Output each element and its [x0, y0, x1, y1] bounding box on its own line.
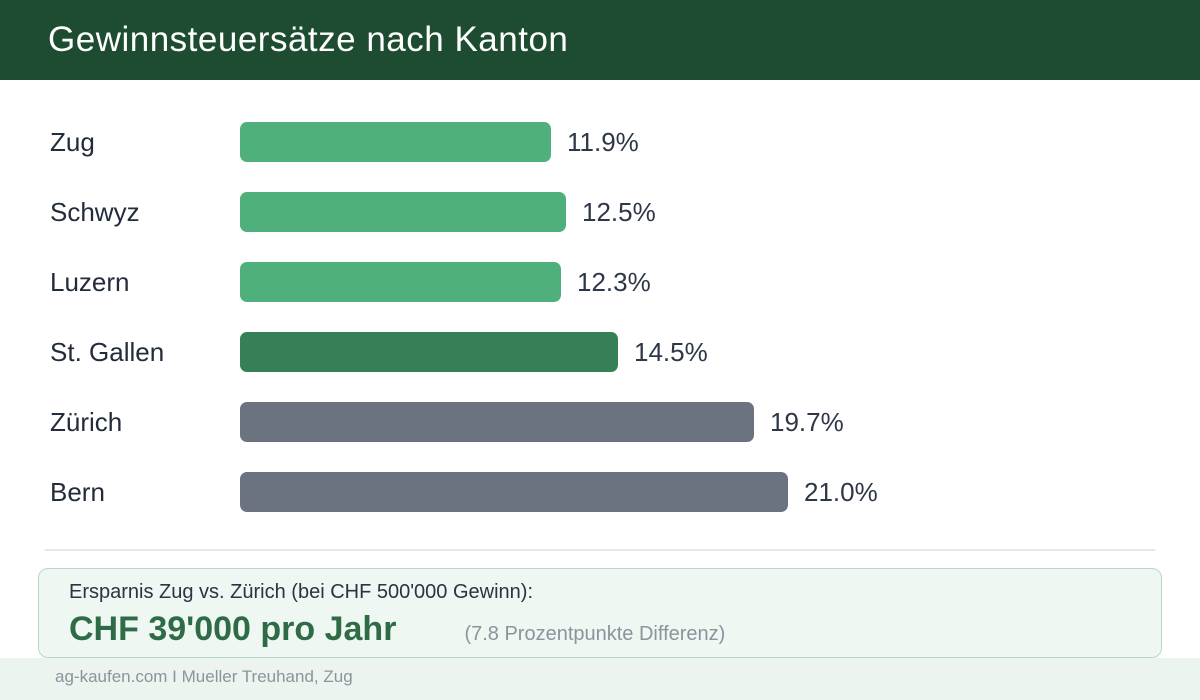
value-label: 14.5%	[634, 336, 708, 367]
chart-row: Bern 21.0%	[50, 457, 1160, 527]
page-title: Gewinnsteuersätze nach Kanton	[48, 20, 569, 59]
chart-row: St. Gallen 14.5%	[50, 317, 1160, 387]
savings-description: Ersparnis Zug vs. Zürich (bei CHF 500'00…	[69, 581, 533, 603]
category-label: Zürich	[50, 406, 123, 437]
footer-attribution: ag-kaufen.com I Mueller Treuhand, Zug	[55, 667, 353, 686]
category-label: St. Gallen	[50, 336, 165, 367]
savings-callout-box: Ersparnis Zug vs. Zürich (bei CHF 500'00…	[38, 568, 1162, 658]
bar-zug	[240, 122, 551, 162]
bar-luzern	[240, 262, 561, 302]
value-label: 11.9%	[567, 126, 639, 157]
category-label: Zug	[50, 126, 95, 157]
bar-chart: Zug 11.9% Schwyz 12.5% Luzern 12.3% St. Gallen…	[50, 107, 1160, 527]
savings-amount: CHF 39'000 pro Jahr	[69, 610, 397, 648]
category-label: Schwyz	[50, 196, 140, 227]
bar-st-gallen	[240, 332, 618, 372]
value-label: 21.0%	[804, 476, 878, 507]
chart-row: Schwyz 12.5%	[50, 177, 1160, 247]
category-label: Bern	[50, 476, 105, 507]
chart-row: Luzern 12.3%	[50, 247, 1160, 317]
bar-schwyz	[240, 192, 566, 232]
chart-row: Zürich 19.7%	[50, 387, 1160, 457]
divider-line	[45, 549, 1155, 551]
value-label: 12.3%	[577, 266, 651, 297]
category-label: Luzern	[50, 266, 130, 297]
savings-amount-row: CHF 39'000 pro Jahr (7.8 Prozentpunkte D…	[69, 610, 1133, 649]
savings-difference-note: (7.8 Prozentpunkte Differenz)	[464, 623, 726, 645]
footer-strip: ag-kaufen.com I Mueller Treuhand, Zug	[0, 658, 1200, 700]
bar-z-rich	[240, 402, 754, 442]
chart-row: Zug 11.9%	[50, 107, 1160, 177]
header-banner: Gewinnsteuersätze nach Kanton	[0, 0, 1200, 80]
value-label: 19.7%	[770, 406, 844, 437]
bar-bern	[240, 472, 788, 512]
value-label: 12.5%	[582, 196, 656, 227]
